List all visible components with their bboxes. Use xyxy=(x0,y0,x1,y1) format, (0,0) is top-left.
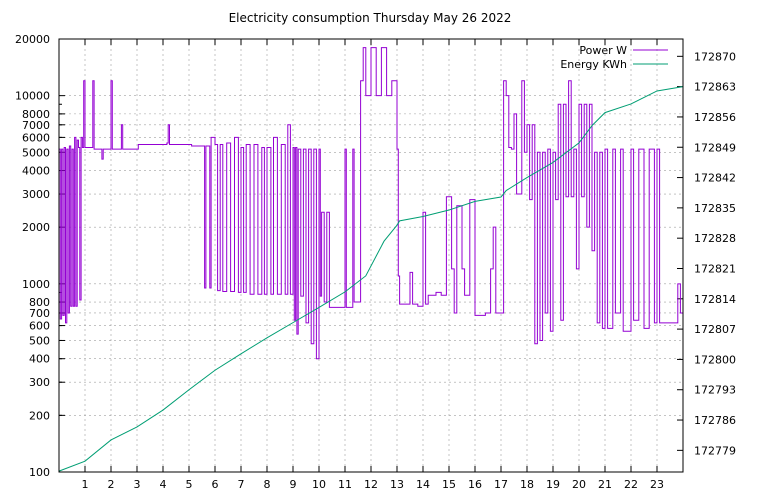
series-line-power-w xyxy=(59,47,684,360)
y-right-tick-label: 172814 xyxy=(694,293,736,306)
y-right-tick-label: 172849 xyxy=(694,141,736,154)
y-right-tick-label: 172821 xyxy=(694,262,736,275)
x-tick-label: 22 xyxy=(624,478,638,491)
x-tick-label: 16 xyxy=(468,478,482,491)
chart-title: Electricity consumption Thursday May 26 … xyxy=(229,11,512,25)
y-left-tick-label: 6000 xyxy=(22,131,50,144)
y-right-tick-label: 172786 xyxy=(694,414,736,427)
x-tick-label: 3 xyxy=(134,478,141,491)
x-tick-label: 17 xyxy=(494,478,508,491)
y-right-tick-label: 172793 xyxy=(694,384,736,397)
x-tick-label: 11 xyxy=(338,478,352,491)
y-right-tick-label: 172800 xyxy=(694,353,736,366)
y-right-tick-label: 172856 xyxy=(694,111,736,124)
y-right-tick-label: 172779 xyxy=(694,444,736,457)
y-left-tick-label: 600 xyxy=(29,320,50,333)
y-left-tick-label: 20000 xyxy=(15,33,50,46)
x-tick-label: 19 xyxy=(546,478,560,491)
x-tick-label: 13 xyxy=(390,478,404,491)
y-left-tick-label: 3000 xyxy=(22,188,50,201)
x-tick-label: 18 xyxy=(520,478,534,491)
x-tick-label: 20 xyxy=(572,478,586,491)
legend-label: Energy KWh xyxy=(560,58,627,71)
y-right-tick-label: 172828 xyxy=(694,232,736,245)
y-left-tick-label: 700 xyxy=(29,307,50,320)
x-tick-label: 14 xyxy=(416,478,430,491)
x-tick-label: 23 xyxy=(650,478,664,491)
y-left-tick-label: 2000 xyxy=(22,221,50,234)
y-left-tick-label: 4000 xyxy=(22,165,50,178)
x-tick-label: 6 xyxy=(212,478,219,491)
legend-label: Power W xyxy=(579,44,627,57)
y-right-tick-label: 172807 xyxy=(694,323,736,336)
x-tick-label: 9 xyxy=(290,478,297,491)
y-right-tick-label: 172842 xyxy=(694,172,736,185)
y-left-tick-label: 300 xyxy=(29,376,50,389)
x-tick-label: 15 xyxy=(442,478,456,491)
x-tick-label: 21 xyxy=(598,478,612,491)
x-tick-label: 7 xyxy=(238,478,245,491)
x-tick-label: 4 xyxy=(160,478,167,491)
y-left-tick-label: 200 xyxy=(29,409,50,422)
x-tick-label: 2 xyxy=(108,478,115,491)
y-left-tick-label: 5000 xyxy=(22,146,50,159)
x-tick-label: 12 xyxy=(364,478,378,491)
y-right-tick-label: 172870 xyxy=(694,50,736,63)
y-left-tick-label: 8000 xyxy=(22,108,50,121)
y-left-tick-label: 10000 xyxy=(15,90,50,103)
y-left-tick-label: 400 xyxy=(29,353,50,366)
y-left-tick-label: 800 xyxy=(29,296,50,309)
x-tick-label: 1 xyxy=(82,478,89,491)
y-left-tick-label: 100 xyxy=(29,466,50,479)
series xyxy=(58,47,684,472)
plot-frame xyxy=(58,38,684,473)
y-right-tick-label: 172863 xyxy=(694,81,736,94)
y-left-tick-label: 7000 xyxy=(22,119,50,132)
y-left-tick-label: 500 xyxy=(29,334,50,347)
axes: 1 2 3 4 5 6 7 8 9 10 11 12 13 14 15 16 17 18 19 20 21 22 23100… xyxy=(15,33,736,491)
series-line-energy-kwh xyxy=(58,86,684,472)
x-tick-label: 5 xyxy=(186,478,193,491)
x-tick-label: 8 xyxy=(264,478,271,491)
y-left-tick-label: 1000 xyxy=(22,278,50,291)
y-right-tick-label: 172835 xyxy=(694,202,736,215)
x-tick-label: 10 xyxy=(312,478,326,491)
